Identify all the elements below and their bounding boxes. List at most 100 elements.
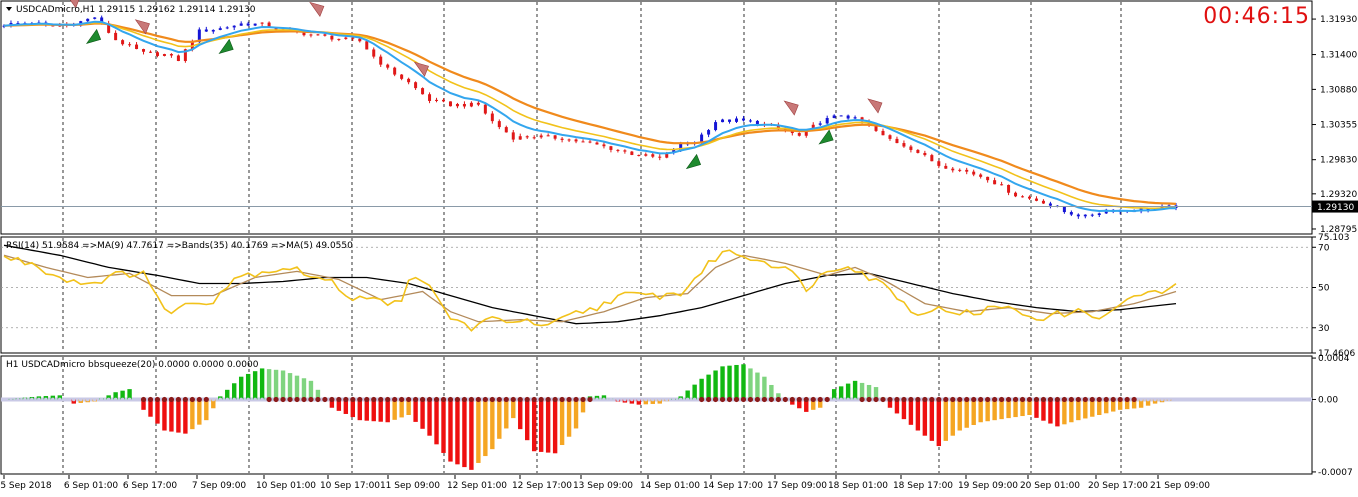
candle-body <box>707 130 711 135</box>
squeeze-histogram-bar <box>1083 399 1088 419</box>
squeeze-histogram-bar <box>252 371 258 400</box>
time-tick-label: 20 Sep 17:00 <box>1088 481 1148 491</box>
squeeze-dot <box>85 397 90 402</box>
squeeze-histogram-bar <box>699 378 704 400</box>
sell-signal-icon <box>867 98 883 114</box>
squeeze-histogram-bar <box>50 395 56 400</box>
candle-body <box>183 49 187 62</box>
squeeze-histogram-bar <box>1117 399 1123 410</box>
ma-slow-line <box>3 22 1177 205</box>
candle-body <box>909 146 913 150</box>
sell-signal-icon <box>413 61 429 77</box>
squeeze-dot <box>37 397 41 402</box>
squeeze-dot <box>630 397 634 402</box>
squeeze-histogram-bar <box>238 376 244 400</box>
candle-body <box>1062 206 1066 213</box>
time-tick-label: 21 Sep 09:00 <box>1150 481 1210 491</box>
squeeze-dot <box>1167 397 1171 402</box>
squeeze-histogram-bar <box>943 399 948 441</box>
squeeze-dot <box>447 396 454 403</box>
squeeze-dot <box>657 397 662 402</box>
squeeze-histogram-bar <box>1041 399 1046 421</box>
squeeze-histogram-bar <box>57 395 63 400</box>
squeeze-histogram-bar <box>643 399 649 405</box>
squeeze-dot <box>161 396 168 403</box>
squeeze-dot <box>768 396 774 403</box>
squeeze-histogram-bar <box>141 399 146 410</box>
candle-body <box>16 22 20 24</box>
candle-body <box>225 27 229 29</box>
rsi-title: RSI(14) 51.9584 =>MA(9) 47.7617 =>Bands(… <box>6 241 353 251</box>
rsi-ma9-line <box>3 254 1177 323</box>
candle-body <box>1083 214 1087 217</box>
candle-body <box>609 146 613 150</box>
squeeze-dot <box>859 396 865 403</box>
squeeze-histogram-bar <box>936 399 942 447</box>
squeeze-histogram-bar <box>518 399 523 430</box>
squeeze-dot <box>364 396 370 403</box>
candle-body <box>309 34 313 36</box>
candle-body <box>553 135 557 139</box>
squeeze-dot <box>747 396 754 403</box>
squeeze-histogram-bar <box>901 399 907 420</box>
bbs-tick-label: 0.0004 <box>1318 354 1350 364</box>
squeeze-histogram-bar <box>720 366 725 400</box>
price-tick-label: 1.31930 <box>1320 15 1357 25</box>
squeeze-histogram-bar <box>692 384 697 400</box>
candle-body <box>100 17 104 24</box>
squeeze-dot <box>440 396 447 403</box>
candle-body <box>658 156 662 158</box>
squeeze-histogram-bar <box>1020 399 1025 417</box>
candle-body <box>428 94 432 101</box>
squeeze-dot <box>609 397 613 402</box>
squeeze-dot <box>602 397 606 402</box>
squeeze-histogram-bar <box>971 399 976 426</box>
candle-body <box>1034 198 1038 201</box>
squeeze-dot <box>399 396 405 403</box>
candle-body <box>1000 184 1004 186</box>
candle-body <box>176 55 180 62</box>
squeeze-dot <box>140 396 147 403</box>
candle-body <box>665 152 669 158</box>
squeeze-dot <box>531 396 537 403</box>
candle-body <box>581 141 585 143</box>
squeeze-histogram-bar <box>155 399 160 424</box>
squeeze-histogram-bar <box>434 399 439 445</box>
squeeze-histogram-bar <box>483 399 488 457</box>
squeeze-dot <box>510 396 516 403</box>
squeeze-dot <box>545 396 551 403</box>
squeeze-histogram-bar <box>211 399 216 409</box>
time-tick-label: 5 Sep 2018 <box>0 481 52 491</box>
squeeze-dot <box>406 396 412 403</box>
squeeze-histogram-bar <box>448 399 453 462</box>
squeeze-dot <box>461 396 468 403</box>
squeeze-dot <box>239 397 243 402</box>
squeeze-dot <box>1075 396 1081 403</box>
candle-body <box>142 49 146 52</box>
candle-body <box>302 31 306 36</box>
squeeze-dot <box>1033 396 1040 403</box>
squeeze-histogram-bar <box>406 399 411 415</box>
sell-signal-icon <box>134 19 150 35</box>
candle-body <box>330 35 334 40</box>
squeeze-histogram-bar <box>176 399 181 433</box>
squeeze-dot <box>1146 397 1150 402</box>
squeeze-dot <box>832 397 836 402</box>
candle-body <box>442 99 445 102</box>
squeeze-dot <box>1139 397 1143 402</box>
candle-body <box>358 38 362 42</box>
squeeze-dot <box>106 397 111 402</box>
squeeze-dot <box>637 397 641 402</box>
candle-body <box>902 143 906 147</box>
squeeze-dot <box>99 397 104 402</box>
squeeze-dot <box>943 396 949 403</box>
squeeze-dot <box>78 397 83 402</box>
rsi-tick-label: 70 <box>1318 243 1330 253</box>
squeeze-dot <box>16 397 20 402</box>
candle-body <box>1014 192 1018 197</box>
squeeze-dot <box>168 396 175 403</box>
squeeze-histogram-bar <box>845 383 851 400</box>
squeeze-histogram-bar <box>315 389 321 400</box>
